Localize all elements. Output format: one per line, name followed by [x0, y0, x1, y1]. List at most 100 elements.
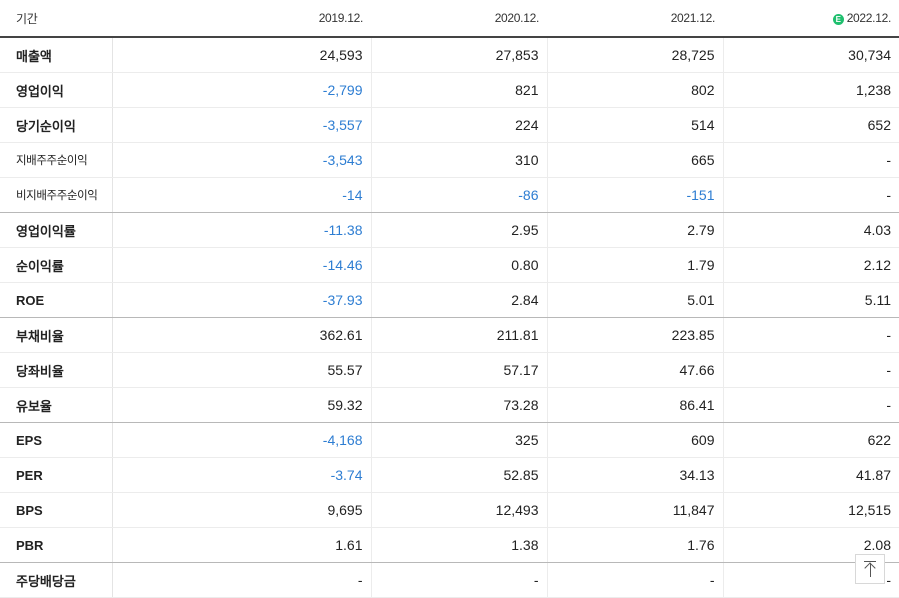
period-header-2020: 2020.12.: [371, 0, 547, 38]
value-cell: 5.11: [723, 282, 899, 318]
value-cell: 24,593: [112, 37, 372, 73]
value-cell: 224: [371, 107, 548, 143]
row-label: 영업이익: [0, 72, 113, 108]
value-cell: 665: [547, 142, 724, 178]
row-label: PER: [0, 457, 113, 493]
period-header-label: 기간: [0, 0, 112, 38]
period-header-2022: E 2022.12.: [723, 0, 899, 38]
value-cell: 362.61: [112, 317, 372, 353]
estimate-icon: E: [832, 14, 844, 25]
value-cell: 1.61: [112, 527, 372, 563]
value-cell: 1.38: [371, 527, 548, 563]
value-cell: -151: [547, 177, 724, 213]
table-row: 비지배주주순이익 -14 -86 -151-: [0, 177, 899, 213]
table-row: BPS 9,695 12,493 11,847 12,515: [0, 492, 899, 528]
value-cell: 2.12: [723, 247, 899, 283]
value-cell: 86.41: [547, 387, 724, 423]
value-cell: -: [371, 562, 548, 598]
value-cell: 30,734: [723, 37, 899, 73]
value-cell: 622: [723, 422, 899, 458]
value-cell: 27,853: [371, 37, 548, 73]
value-cell: -: [723, 142, 899, 178]
table-row: 순이익률 -14.46 0.80 1.79 2.12: [0, 247, 899, 283]
value-cell: 28,725: [547, 37, 724, 73]
value-cell: 211.81: [371, 317, 548, 353]
period-header-2021: 2021.12.: [547, 0, 723, 38]
value-cell: -2,799: [112, 72, 372, 108]
value-cell: -: [723, 177, 899, 213]
value-cell: -3.74: [112, 457, 372, 493]
row-label: BPS: [0, 492, 113, 528]
value-cell: 609: [547, 422, 724, 458]
value-cell: 1.79: [547, 247, 724, 283]
value-cell: -14: [112, 177, 372, 213]
row-label: 주당배당금: [0, 562, 113, 598]
value-cell: 57.17: [371, 352, 548, 388]
value-cell: 2.95: [371, 212, 548, 248]
value-cell: 2.84: [371, 282, 548, 318]
value-cell: 1.76: [547, 527, 724, 563]
value-cell: -: [723, 352, 899, 388]
value-cell: 34.13: [547, 457, 724, 493]
row-label: PBR: [0, 527, 113, 563]
table-row: 유보율 59.32 73.28 86.41-: [0, 387, 899, 423]
value-cell: -4,168: [112, 422, 372, 458]
value-cell: -: [112, 562, 372, 598]
value-cell: 47.66: [547, 352, 724, 388]
row-label: 유보율: [0, 387, 113, 423]
value-cell: 1,238: [723, 72, 899, 108]
period-header-2022-label: 2022.12.: [846, 11, 892, 25]
value-cell: -: [547, 562, 724, 598]
value-cell: 2.79: [547, 212, 724, 248]
row-label: 매출액: [0, 37, 113, 73]
value-cell: 11,847: [547, 492, 724, 528]
row-label: 당기순이익: [0, 107, 113, 143]
value-cell: 4.03: [723, 212, 899, 248]
value-cell: -3,557: [112, 107, 372, 143]
scroll-to-top-button[interactable]: [855, 554, 885, 584]
value-cell: 73.28: [371, 387, 548, 423]
table-row: 주당배당금 - - - -: [0, 562, 899, 598]
table-header-row: 기간 2019.12. 2020.12. 2021.12. E 2022.12.: [0, 0, 899, 38]
table-row: ROE -37.93 2.84 5.01 5.11: [0, 282, 899, 318]
value-cell: 821: [371, 72, 548, 108]
table-row: 매출액 24,593 27,853 28,725 30,734: [0, 37, 899, 73]
row-label: 영업이익률: [0, 212, 113, 248]
arrow-up-icon: [864, 561, 876, 562]
value-cell: 223.85: [547, 317, 724, 353]
value-cell: 59.32: [112, 387, 372, 423]
row-label: 당좌비율: [0, 352, 113, 388]
value-cell: 310: [371, 142, 548, 178]
value-cell: -37.93: [112, 282, 372, 318]
value-cell: 41.87: [723, 457, 899, 493]
row-label: 부채비율: [0, 317, 113, 353]
row-label: 순이익률: [0, 247, 113, 283]
table-row: 영업이익률 -11.38 2.95 2.79 4.03: [0, 212, 899, 248]
row-label: ROE: [0, 282, 113, 318]
table-row: 당기순이익 -3,557 224 514 652: [0, 107, 899, 143]
table-row: 부채비율 362.61 211.81 223.85-: [0, 317, 899, 353]
table-row: 지배주주순이익 -3,543 310 665-: [0, 142, 899, 178]
value-cell: 0.80: [371, 247, 548, 283]
value-cell: 802: [547, 72, 724, 108]
value-cell: 652: [723, 107, 899, 143]
table-row: PER -3.74 52.85 34.13 41.87: [0, 457, 899, 493]
value-cell: 9,695: [112, 492, 372, 528]
value-cell: -: [723, 387, 899, 423]
table-row: 당좌비율 55.57 57.17 47.66-: [0, 352, 899, 388]
value-cell: 514: [547, 107, 724, 143]
value-cell: -3,543: [112, 142, 372, 178]
value-cell: 325: [371, 422, 548, 458]
value-cell: -86: [371, 177, 548, 213]
row-label: 비지배주주순이익: [0, 177, 113, 213]
table-row: 영업이익 -2,799 821 802 1,238: [0, 72, 899, 108]
table-row: EPS -4,168 325 609 622: [0, 422, 899, 458]
value-cell: 52.85: [371, 457, 548, 493]
value-cell: -: [723, 317, 899, 353]
value-cell: 12,515: [723, 492, 899, 528]
value-cell: 55.57: [112, 352, 372, 388]
value-cell: 5.01: [547, 282, 724, 318]
value-cell: 12,493: [371, 492, 548, 528]
row-label: 지배주주순이익: [0, 142, 113, 178]
